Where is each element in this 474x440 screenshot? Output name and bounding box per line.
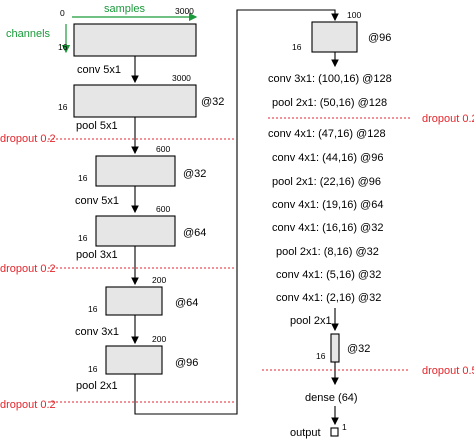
block-3 (95, 155, 176, 187)
connector-to-right-column (134, 9, 339, 415)
samples-axis-label: samples (104, 3, 145, 15)
block3-channels-label: @32 (183, 168, 206, 180)
block5-height-label: 16 (88, 304, 98, 314)
block2-width-label: 3000 (172, 73, 191, 83)
block2-channels-label: @32 (201, 96, 224, 108)
layer-pool2x1-a: pool 2x1: (50,16) @128 (272, 97, 387, 109)
dropout-label-3: dropout 0.2 (0, 399, 56, 411)
block5-width-label: 200 (152, 275, 166, 285)
op-conv-3x1: conv 3x1 (75, 326, 119, 338)
samples-max-label: 3000 (175, 6, 194, 16)
channels-axis-label: channels (6, 28, 51, 40)
block1-height-label: 16 (58, 42, 68, 52)
origin-label: 0 (60, 8, 65, 18)
right-dropout-label-2: dropout 0.5 (422, 365, 474, 377)
block2-height-label: 16 (58, 102, 68, 112)
layer-conv4x1-b: conv 4x1: (44,16) @96 (272, 152, 383, 164)
block4-channels-label: @64 (183, 227, 206, 239)
flat-block-channels-label: @32 (347, 343, 370, 355)
block6-channels-label: @96 (175, 357, 198, 369)
block3-height-label: 16 (78, 173, 88, 183)
right-block-channels-label: @96 (368, 32, 391, 44)
dropout-label-1: dropout 0.2 (0, 133, 56, 145)
block-4 (95, 215, 176, 247)
layer-pool2x1-d: pool 2x1 (290, 315, 332, 327)
right-block (311, 21, 358, 53)
layer-conv4x1-a: conv 4x1: (47,16) @128 (268, 128, 386, 140)
right-block-height-label: 16 (292, 42, 302, 52)
dropout-label-2: dropout 0.2 (0, 263, 56, 275)
layer-conv4x1-d: conv 4x1: (16,16) @32 (272, 222, 383, 234)
block-5 (105, 286, 163, 316)
layer-conv4x1-c: conv 4x1: (19,16) @64 (272, 199, 383, 211)
output-size-label: 1 (342, 422, 347, 432)
right-block-width-label: 100 (347, 10, 361, 20)
block-2 (73, 84, 197, 118)
layer-pool2x1-c: pool 2x1: (8,16) @32 (276, 246, 379, 258)
op-conv-5x1-a: conv 5x1 (77, 64, 121, 76)
op-pool-3x1: pool 3x1 (76, 249, 118, 261)
block4-width-label: 600 (156, 204, 170, 214)
layer-pool2x1-b: pool 2x1: (22,16) @96 (272, 176, 381, 188)
block6-width-label: 200 (152, 334, 166, 344)
block6-height-label: 16 (88, 364, 98, 374)
flat-block (330, 333, 340, 363)
layer-conv4x1-f: conv 4x1: (2,16) @32 (276, 292, 381, 304)
layer-conv3x1: conv 3x1: (100,16) @128 (268, 73, 392, 85)
op-pool-2x1: pool 2x1 (76, 380, 118, 392)
right-dropout-label-1: dropout 0.2 (422, 113, 474, 125)
op-pool-5x1: pool 5x1 (76, 120, 118, 132)
block4-height-label: 16 (78, 233, 88, 243)
block5-channels-label: @64 (175, 297, 198, 309)
layer-conv4x1-e: conv 4x1: (5,16) @32 (276, 269, 381, 281)
block3-width-label: 600 (156, 144, 170, 154)
flat-block-height-label: 16 (316, 351, 326, 361)
input-block (73, 23, 197, 57)
output-node (330, 427, 339, 437)
output-label: output (290, 427, 321, 439)
dense-layer-label: dense (64) (305, 392, 358, 404)
block-6 (105, 345, 163, 375)
op-conv-5x1-b: conv 5x1 (75, 195, 119, 207)
